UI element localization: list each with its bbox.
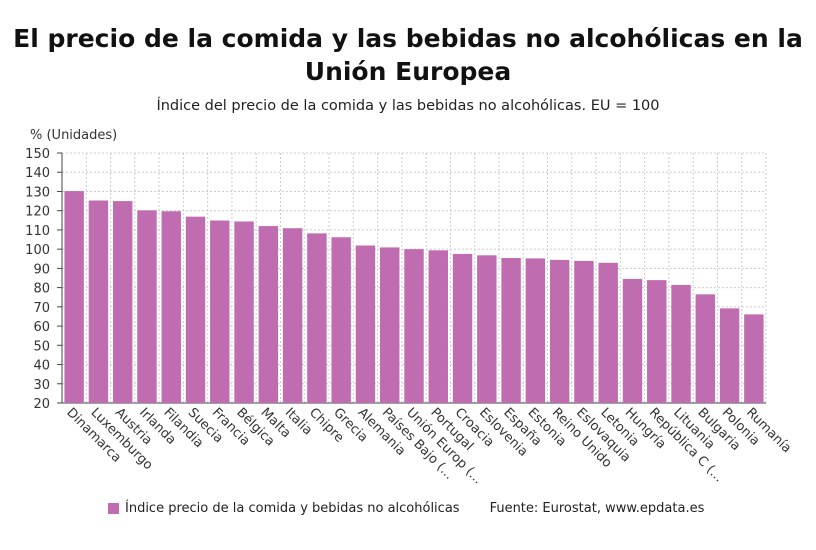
y-tick-label: 90: [33, 262, 50, 277]
bar: [525, 258, 546, 403]
bar: [258, 226, 279, 403]
bar: [598, 262, 618, 403]
y-tick-label: 110: [25, 224, 50, 239]
y-tick-label: 100: [25, 243, 50, 258]
y-tick-label: 120: [25, 205, 50, 220]
bar: [88, 200, 109, 403]
chart-title: El precio de la comida y las bebidas no …: [13, 24, 803, 86]
bar: [210, 220, 230, 403]
y-tick-label: 20: [33, 397, 50, 412]
y-tick-label: 30: [33, 378, 50, 393]
y-tick-label: 80: [33, 282, 50, 297]
bar: [695, 294, 716, 403]
y-axis-label: % (Unidades): [30, 128, 117, 143]
bar: [331, 237, 351, 403]
bar: [234, 221, 254, 403]
source-text: Fuente: Eurostat, www.epdata.es: [489, 501, 705, 516]
bar: [355, 245, 376, 403]
bar: [647, 280, 667, 403]
bar: [452, 253, 473, 403]
bar: [307, 233, 327, 403]
bar: [477, 255, 497, 403]
bar: [671, 284, 691, 403]
bar: [501, 258, 521, 403]
bar: [161, 211, 181, 403]
bar: [744, 314, 764, 403]
y-tick-label: 60: [33, 320, 50, 335]
bar: [719, 308, 740, 403]
bar: [380, 247, 400, 403]
y-tick-label: 150: [25, 147, 50, 162]
y-tick-label: 70: [33, 301, 50, 316]
bar: [549, 259, 570, 403]
chart-subtitle: Índice del precio de la comida y las beb…: [156, 98, 660, 114]
y-tick-label: 40: [33, 359, 50, 374]
legend-label: Índice precio de la comida y bebidas no …: [125, 501, 460, 516]
bar: [137, 210, 157, 403]
y-tick-label: 130: [25, 185, 50, 200]
legend-swatch: [108, 503, 119, 514]
y-tick-label: 50: [33, 339, 50, 354]
bar: [64, 191, 84, 403]
y-tick-label: 140: [25, 166, 50, 181]
bar: [428, 250, 448, 403]
bar: [185, 216, 206, 403]
bar: [622, 278, 643, 403]
bar: [404, 249, 424, 403]
bar: [574, 260, 594, 403]
legend: Índice precio de la comida y bebidas no …: [108, 501, 704, 516]
bar: [282, 228, 303, 403]
bar: [112, 201, 133, 403]
